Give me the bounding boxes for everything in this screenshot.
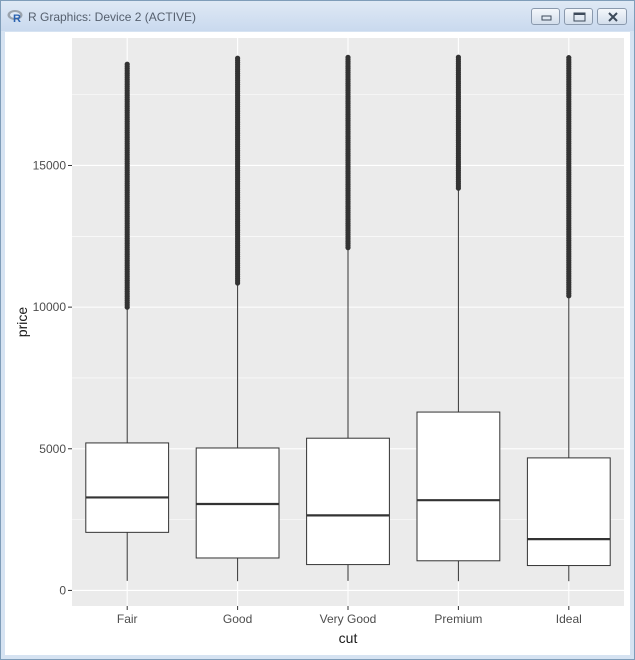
minimize-button[interactable] — [531, 8, 560, 25]
box — [85, 442, 170, 533]
maximize-icon — [573, 12, 586, 22]
close-button[interactable] — [597, 8, 627, 25]
graphics-device-area: 0 5000 10000 15000 Fair Good Very Good Premium I… — [5, 32, 630, 655]
box — [306, 437, 390, 566]
box-group-ideal — [526, 55, 611, 582]
outlier-point — [455, 54, 461, 60]
x-tick-label: Good — [223, 612, 252, 626]
y-tick-label: 0 — [59, 583, 66, 597]
minimize-icon — [541, 15, 552, 21]
box-group-very-good — [306, 54, 390, 581]
title-bar[interactable]: R R Graphics: Device 2 (ACTIVE) — [1, 1, 634, 31]
outlier-point — [345, 54, 351, 60]
x-tick-label: Fair — [117, 612, 138, 626]
box-group-premium — [416, 54, 501, 582]
boxplot-chart: 0 5000 10000 15000 Fair Good Very Good Premium I… — [14, 38, 624, 646]
window-title: R Graphics: Device 2 (ACTIVE) — [28, 10, 197, 24]
box — [416, 411, 501, 562]
y-tick-label: 15000 — [33, 158, 67, 172]
y-tick-label: 10000 — [33, 300, 67, 314]
svg-text:R: R — [13, 13, 21, 23]
box-group-good — [195, 55, 280, 582]
box — [526, 457, 611, 567]
maximize-button[interactable] — [564, 8, 593, 25]
y-tick-label: 5000 — [39, 442, 66, 456]
x-tick-label: Premium — [434, 612, 482, 626]
r-logo-icon: R — [7, 10, 23, 23]
x-tick-label: Very Good — [320, 612, 377, 626]
outlier-point — [124, 61, 130, 67]
box-group-fair — [85, 61, 170, 581]
outlier-point — [235, 55, 241, 61]
close-icon — [608, 12, 618, 22]
y-axis-title: price — [14, 307, 30, 338]
x-axis-title: cut — [339, 630, 358, 646]
x-tick-label: Ideal — [556, 612, 582, 626]
outlier-point — [566, 55, 572, 61]
